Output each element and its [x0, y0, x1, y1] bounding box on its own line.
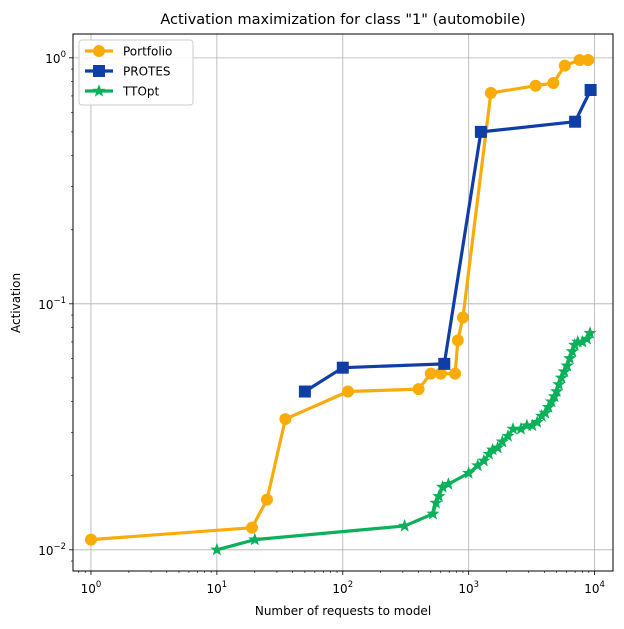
data-point-portfolio	[84, 533, 97, 546]
data-point-portfolio	[341, 385, 354, 398]
data-point-protes	[584, 84, 597, 97]
data-point-portfolio	[451, 334, 464, 347]
y-tick-label-base: 10	[38, 544, 53, 558]
data-point-protes	[336, 361, 349, 374]
data-point-portfolio	[260, 493, 273, 506]
data-point-ttopt	[398, 518, 412, 532]
data-point-ttopt	[491, 440, 505, 454]
legend-swatch-marker	[93, 45, 105, 57]
x-tick-label: 100	[81, 580, 102, 596]
data-point-ttopt	[583, 326, 597, 339]
x-tick-label-exponent: 0	[96, 580, 101, 590]
data-point-ttopt	[429, 496, 443, 509]
data-point-protes	[298, 385, 311, 398]
data-point-ttopt	[557, 364, 571, 378]
legend-item-protes: PROTES	[85, 65, 171, 79]
y-tick-label-exponent: −2	[53, 542, 66, 552]
legend-item-portfolio: Portfolio	[85, 45, 172, 59]
data-point-ttopt	[530, 415, 544, 428]
x-tick-label-base: 10	[332, 582, 347, 596]
data-point-portfolio	[424, 367, 437, 380]
legend-swatch-marker	[93, 65, 105, 77]
x-tick-label: 103	[458, 580, 479, 596]
legend-box	[78, 39, 194, 106]
data-point-protes	[569, 115, 582, 128]
series-portfolio	[84, 53, 595, 546]
data-point-portfolio	[529, 79, 542, 92]
x-tick-label-exponent: 3	[474, 580, 479, 590]
series-protes	[298, 84, 597, 398]
data-point-ttopt	[248, 532, 262, 546]
legend-label: Portfolio	[123, 45, 172, 59]
data-point-portfolio	[558, 59, 571, 72]
data-point-protes	[474, 125, 487, 138]
data-point-portfolio	[449, 367, 462, 380]
x-tick-label-base: 10	[458, 582, 473, 596]
x-tick-label-exponent: 2	[348, 580, 353, 590]
y-tick-label-base: 10	[45, 52, 60, 66]
chart-title: Activation maximization for class "1" (a…	[160, 12, 525, 28]
data-point-portfolio	[412, 383, 425, 396]
data-point-ttopt	[441, 477, 456, 490]
data-point-ttopt	[554, 370, 569, 384]
series-ttopt	[210, 326, 597, 556]
data-point-ttopt	[565, 344, 579, 358]
y-tick-label: 10−2	[38, 542, 66, 558]
plot-series	[84, 53, 597, 556]
data-point-portfolio	[582, 53, 595, 66]
legend-label: PROTES	[123, 65, 171, 79]
x-tick-label-base: 10	[81, 582, 96, 596]
legend-swatch-marker	[92, 84, 106, 97]
x-tick-label-exponent: 1	[222, 580, 227, 590]
data-point-portfolio	[279, 413, 292, 426]
data-point-ttopt	[538, 405, 552, 419]
y-tick-label-exponent: −1	[53, 296, 66, 306]
data-point-protes	[438, 357, 451, 370]
y-axis-label: Activation	[9, 273, 23, 333]
x-tick-label-exponent: 4	[600, 580, 605, 590]
x-tick-label: 101	[207, 580, 228, 596]
x-tick-label: 102	[332, 580, 353, 596]
data-point-ttopt	[210, 542, 224, 556]
data-point-ttopt	[477, 453, 491, 467]
data-point-ttopt	[501, 429, 515, 442]
data-point-ttopt	[552, 377, 566, 391]
legend-item-ttopt: TTOpt	[85, 84, 160, 99]
x-axis-label: Number of requests to model	[255, 604, 431, 618]
y-tick-label-exponent: 0	[61, 50, 66, 60]
legend-label: TTOpt	[122, 85, 160, 99]
data-point-portfolio	[245, 521, 258, 534]
y-tick-label-base: 10	[38, 298, 53, 312]
data-point-ttopt	[550, 384, 564, 398]
data-point-ttopt	[426, 506, 440, 520]
data-point-ttopt	[563, 351, 577, 365]
x-tick-label: 104	[584, 580, 605, 596]
data-point-portfolio	[484, 86, 497, 99]
data-point-portfolio	[456, 311, 469, 324]
x-tick-label-base: 10	[584, 582, 599, 596]
legend: Portfolio PROTES TTOpt	[78, 39, 194, 106]
data-point-ttopt	[580, 331, 594, 345]
data-point-ttopt	[560, 358, 574, 372]
y-tick-label: 10−1	[38, 296, 66, 312]
data-point-ttopt	[462, 466, 476, 479]
data-point-ttopt	[432, 489, 446, 502]
data-point-portfolio	[547, 77, 560, 90]
y-tick-label: 100	[45, 50, 66, 66]
x-tick-label-base: 10	[207, 582, 222, 596]
